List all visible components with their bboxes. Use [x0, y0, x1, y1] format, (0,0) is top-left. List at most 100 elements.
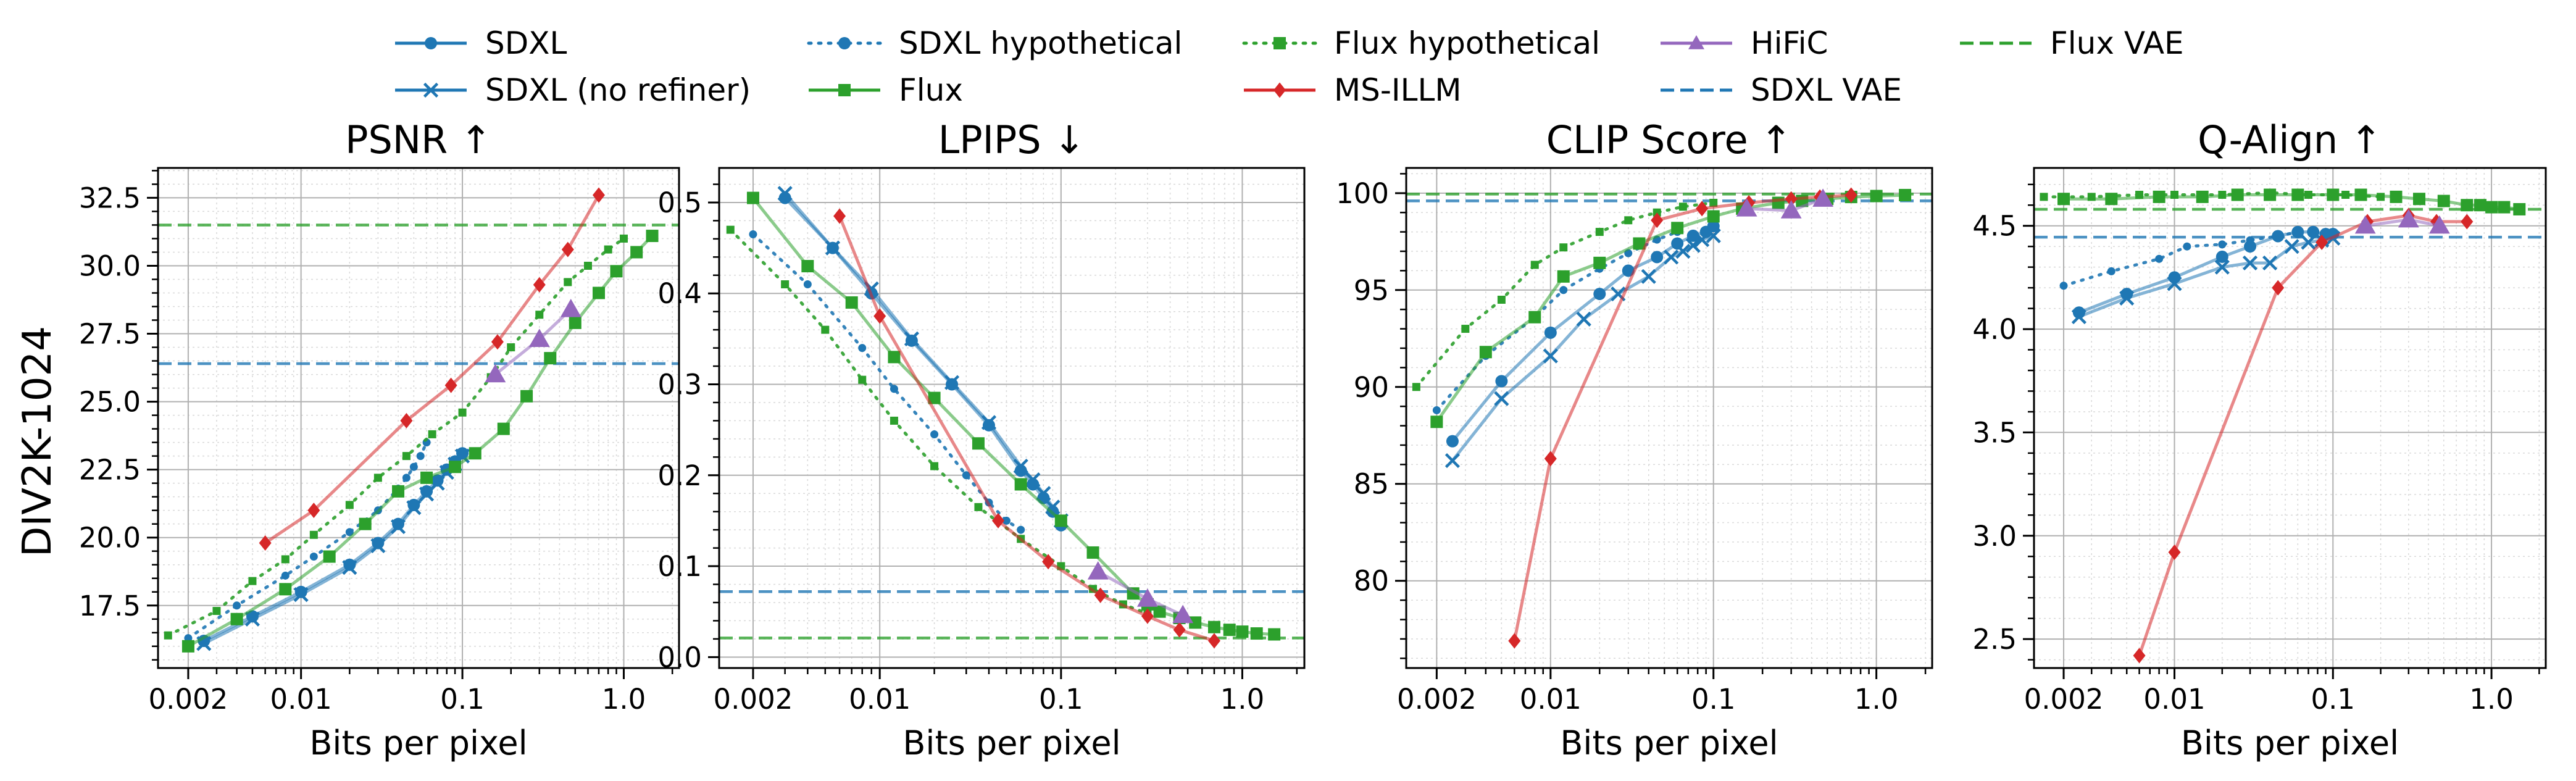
panel-3-point-flux-hypothetical: [1709, 199, 1718, 207]
panel-1-line-flux: [187, 235, 654, 648]
panel-3-plot-area: [1406, 187, 1932, 649]
panel-1-series-flux: [181, 230, 659, 653]
panel-4-point-flux: [2105, 193, 2118, 206]
legend-label-sdxl-hypothetical: SDXL hypothetical: [899, 25, 1182, 61]
panel-2-point-sdxl: [905, 334, 918, 347]
panel-1-point-ms-illm: [561, 241, 574, 257]
panel-4-point-ms-illm: [2133, 648, 2146, 664]
panel-2-line-ms-illm: [838, 215, 1215, 643]
legend-item-flux: Flux: [809, 72, 963, 108]
panel-3-xtick-label: 0.01: [1520, 683, 1582, 716]
panel-4-point-flux: [2291, 188, 2304, 201]
panel-4-point-sdxl: [2120, 288, 2133, 301]
panel-4-line-sdxl-no-refiner: [2078, 236, 2333, 319]
panel-3-point-hific: [1736, 198, 1757, 217]
legend-item-flux-hypothetical: Flux hypothetical: [1242, 25, 1600, 61]
panel-3-point-sdxl: [1707, 220, 1720, 233]
panel-1-point-flux-hypothetical: [402, 452, 411, 461]
panel-2-point-sdxl-hypothetical: [803, 280, 812, 289]
legend-item-sdxl-vae: SDXL VAE: [1661, 72, 1902, 108]
panel-2-point-flux: [1250, 627, 1263, 640]
panel-1-point-flux-hypothetical: [212, 607, 221, 616]
panel-2-point-flux: [746, 191, 759, 204]
panel-2-point-flux: [1223, 624, 1236, 637]
panel-1-point-flux: [520, 390, 533, 403]
panel-3-point-flux: [1593, 256, 1606, 269]
panel-1-point-ms-illm: [444, 377, 457, 393]
panel-3-line-sdxl-hypothetical: [1435, 230, 1679, 412]
panel-4-point-flux: [2413, 193, 2426, 206]
panel-2-point-flux: [972, 437, 985, 450]
legend-item-sdxl-hypothetical: SDXL hypothetical: [807, 25, 1182, 61]
panel-4-point-sdxl-hypothetical: [2218, 240, 2227, 249]
panel-1-ytick-label: 30.0: [79, 249, 141, 282]
panel-1-point-sdxl: [372, 537, 385, 549]
panel-3-point-flux: [1870, 190, 1883, 203]
panel-1-series-ms-illm: [259, 187, 605, 551]
panel-2-point-flux-hypothetical: [890, 416, 898, 425]
legend-label-flux: Flux: [899, 72, 963, 108]
panel-3-point-flux-hypothetical: [1412, 383, 1420, 391]
panel-1-point-sdxl: [420, 485, 433, 498]
panel-3-point-sdxl-hypothetical: [1559, 286, 1568, 294]
panel-2-series-hific: [1087, 561, 1194, 624]
panel-2-point-flux: [845, 296, 858, 309]
legend-label-sdxl-no-refiner: SDXL (no refiner): [485, 72, 751, 108]
panel-2-ytick-label: 0.4: [657, 277, 702, 310]
panel-4-point-flux: [2437, 194, 2450, 207]
panel-1-point-flux: [569, 316, 581, 329]
panel-3-point-flux-hypothetical: [1624, 216, 1633, 225]
panel-2-point-sdxl-hypothetical: [1002, 516, 1011, 525]
panel-1-point-flux: [323, 550, 336, 563]
panel-1-point-sdxl-hypothetical: [345, 528, 354, 537]
panel-3-point-flux-hypothetical: [1461, 325, 1470, 333]
panel-2-xtick-label: 1.0: [1220, 683, 1265, 716]
panel-1-point-flux: [469, 447, 481, 460]
panel-3-line-flux-hypothetical: [1414, 201, 1715, 389]
panel-3-ytick-label: 85: [1354, 468, 1389, 501]
panel-1-point-sdxl: [407, 498, 420, 511]
legend-label-flux-hypothetical: Flux hypothetical: [1334, 25, 1600, 61]
panel-3-point-sdxl: [1671, 237, 1684, 250]
panel-4-point-sdxl: [2291, 225, 2304, 238]
panel-3-point-sdxl-no-refiner: [1576, 311, 1591, 327]
panel-3-xlabel: Bits per pixel: [1560, 724, 1778, 762]
panel-4-point-flux: [2474, 199, 2486, 212]
panel-4-xtick-label: 1.0: [2469, 683, 2514, 716]
panel-3-ytick-label: 90: [1354, 371, 1389, 404]
legend-item-ms-illm: MS-ILLM: [1244, 72, 1462, 108]
panel-2-point-flux: [888, 351, 901, 364]
panel-3-series-hific: [1736, 188, 1834, 219]
panel-4-line-sdxl: [2078, 230, 2333, 314]
panel-1-point-sdxl: [343, 558, 356, 571]
panel-4-ytick-label: 2.5: [1972, 623, 2017, 656]
panel-4-point-sdxl: [2168, 271, 2181, 284]
panel-3-point-sdxl: [1495, 375, 1508, 388]
panel-4-point-flux: [2498, 201, 2511, 214]
panel-1-point-sdxl-hypothetical: [233, 601, 241, 610]
panel-4-point-sdxl: [2072, 306, 2085, 319]
panel-3-point-sdxl-hypothetical: [1432, 406, 1441, 414]
panel-1-line-sdxl-hypothetical: [186, 441, 428, 640]
panel-4-point-flux: [2327, 188, 2340, 201]
panel-2-point-flux: [1236, 625, 1249, 638]
panel-4-point-hific: [2428, 215, 2450, 234]
panel-1-point-flux: [181, 640, 194, 653]
panel-2-plot-area: [719, 186, 1304, 649]
legend-marker-hific: [1688, 35, 1704, 49]
panel-4-line-flux: [2064, 193, 2520, 211]
panel-3-point-flux-hypothetical: [1497, 295, 1506, 304]
panel-1-xtick-label: 0.01: [270, 683, 332, 716]
panel-1: 0.002 0.01 0.1 1.0 17.5 20.0 22.5 25.0 27.5 30.0 3…: [79, 117, 680, 762]
panel-2-point-flux-hypothetical: [930, 462, 939, 470]
panel-1-ytick-label: 17.5: [79, 590, 141, 622]
panel-2-point-ms-illm: [1094, 587, 1107, 603]
panel-1-point-sdxl-hypothetical: [402, 474, 411, 482]
panel-1-point-flux: [610, 265, 623, 278]
panel-1-point-sdxl-hypothetical: [416, 452, 425, 461]
panel-2-point-flux: [928, 391, 941, 404]
panel-3-point-sdxl: [1686, 229, 1699, 242]
legend-marker-sdxl: [425, 37, 437, 49]
panel-2-point-sdxl-hypothetical: [1017, 525, 1025, 534]
panel-1-point-flux-hypothetical: [458, 408, 467, 417]
